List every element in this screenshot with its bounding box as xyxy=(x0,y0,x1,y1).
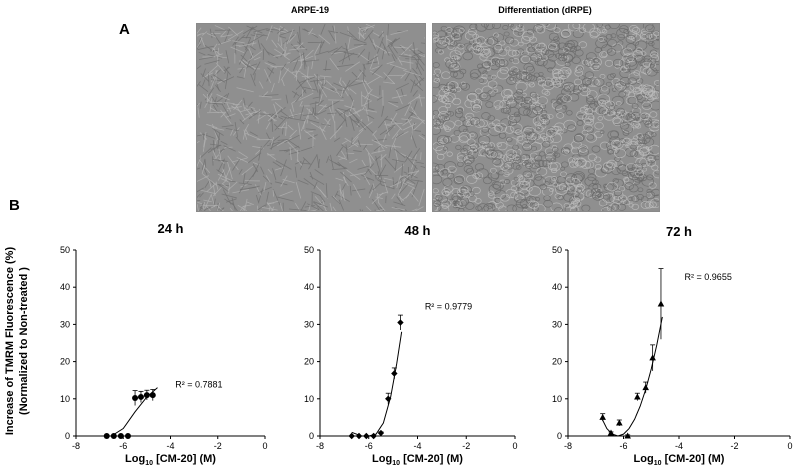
x-tick-label: -8 xyxy=(72,441,80,451)
x-axis-label: Log10 [CM-20] (M) xyxy=(372,453,463,467)
micrograph-arpe19 xyxy=(196,23,426,212)
data-point xyxy=(397,319,404,326)
y-tick-label: 30 xyxy=(552,319,562,329)
chart-title: 48 h xyxy=(404,223,430,238)
fit-line xyxy=(600,316,663,437)
data-point xyxy=(649,354,656,361)
data-point xyxy=(117,433,124,439)
r-squared-label: R² = 0.9655 xyxy=(685,272,732,282)
x-axis-label-rest: [CM-20] (M) xyxy=(662,453,725,465)
x-axis-label: Log10 [CM-20] (M) xyxy=(125,453,216,467)
data-point xyxy=(110,433,117,439)
x-tick-label: -4 xyxy=(413,441,421,451)
x-tick-label: -4 xyxy=(166,441,174,451)
data-point xyxy=(607,429,615,436)
y-tick-label: 10 xyxy=(552,394,562,404)
x-axis-label-main: Log xyxy=(634,453,654,465)
y-tick-label: 50 xyxy=(552,245,562,255)
x-tick-label: 0 xyxy=(262,441,267,451)
x-tick-label: -6 xyxy=(365,441,373,451)
x-tick-label: -6 xyxy=(619,441,627,451)
x-tick-label: 0 xyxy=(512,441,517,451)
x-tick-label: 0 xyxy=(787,441,792,451)
y-tick-label: 0 xyxy=(65,431,70,441)
y-tick-label: 30 xyxy=(60,319,70,329)
x-tick-label: -8 xyxy=(564,441,572,451)
micrograph-title-arpe19: ARPE-19 xyxy=(290,5,329,15)
r-squared-label: R² = 0.7881 xyxy=(175,380,222,390)
data-point xyxy=(355,432,363,440)
data-point xyxy=(624,432,631,439)
x-tick-label: -2 xyxy=(730,441,738,451)
data-point xyxy=(103,433,110,439)
data-point xyxy=(149,392,156,399)
x-tick-label: -6 xyxy=(119,441,127,451)
r-squared-label: R² = 0.9779 xyxy=(425,302,472,312)
y-tick-label: 40 xyxy=(60,282,70,292)
x-axis-label-sub: 10 xyxy=(145,460,153,467)
x-axis-label-main: Log xyxy=(372,453,392,465)
data-point xyxy=(642,384,649,391)
data-point xyxy=(377,429,385,437)
x-axis-label-sub: 10 xyxy=(654,460,662,467)
data-point xyxy=(616,419,623,426)
data-point xyxy=(599,413,606,420)
x-tick-label: -4 xyxy=(675,441,683,451)
chart-title: 72 h xyxy=(666,224,692,239)
fit-line xyxy=(351,331,403,437)
data-point xyxy=(657,300,665,307)
x-tick-label: -8 xyxy=(316,441,324,451)
data-point xyxy=(143,392,150,399)
data-point xyxy=(124,433,131,439)
y-tick-label: 20 xyxy=(304,357,314,367)
y-tick-label: 40 xyxy=(304,282,314,292)
y-tick-label: 20 xyxy=(552,357,562,367)
data-point xyxy=(385,395,392,402)
y-tick-label: 20 xyxy=(60,357,70,367)
data-point xyxy=(348,432,355,440)
y-tick-label: 50 xyxy=(304,245,314,255)
x-axis-label-rest: [CM-20] (M) xyxy=(400,453,463,465)
x-axis-label-sub: 10 xyxy=(392,460,400,467)
y-tick-label: 0 xyxy=(309,431,314,441)
y-tick-label: 10 xyxy=(304,394,314,404)
data-point xyxy=(370,432,377,440)
x-axis-label-rest: [CM-20] (M) xyxy=(153,453,216,465)
panel-a-label: A xyxy=(119,21,130,38)
data-point xyxy=(137,393,144,400)
data-point xyxy=(391,370,398,377)
panel-b-label: B xyxy=(9,197,20,214)
y-tick-label: 50 xyxy=(60,245,70,255)
x-tick-label: -2 xyxy=(214,441,222,451)
data-point xyxy=(634,393,641,400)
x-axis-label: Log10 [CM-20] (M) xyxy=(634,453,725,467)
y-tick-label: 0 xyxy=(557,431,562,441)
chart-title: 24 h xyxy=(157,221,183,236)
data-point xyxy=(363,432,370,440)
y-tick-label: 40 xyxy=(552,282,562,292)
x-axis-label-main: Log xyxy=(125,453,145,465)
micrograph-drpe xyxy=(432,23,660,212)
y-tick-label: 10 xyxy=(60,394,70,404)
data-point xyxy=(132,395,139,402)
x-tick-label: -2 xyxy=(462,441,470,451)
micrograph-title-drpe: Differentiation (dRPE) xyxy=(498,5,592,15)
y-tick-label: 30 xyxy=(304,319,314,329)
